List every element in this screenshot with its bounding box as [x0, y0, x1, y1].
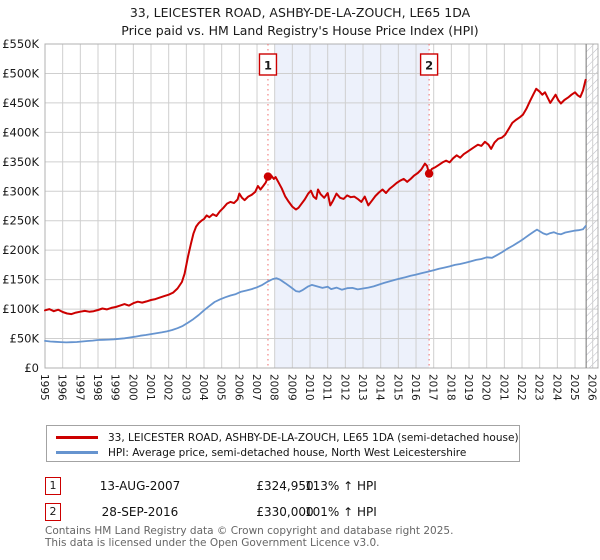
- svg-text:1: 1: [264, 59, 272, 73]
- svg-text:2015: 2015: [391, 374, 403, 401]
- svg-text:2004: 2004: [197, 374, 209, 401]
- sale-point-2: [424, 169, 434, 178]
- svg-text:£400K: £400K: [2, 125, 39, 139]
- hpi-line: [44, 225, 587, 344]
- sale-marker-box-2: [419, 53, 439, 76]
- svg-text:2010: 2010: [303, 374, 315, 401]
- page-title: 33, LEICESTER ROAD, ASHBY-DE-LA-ZOUCH, L…: [129, 5, 471, 20]
- sale-marker-box-1: [258, 53, 278, 76]
- legend-label-hpi: HPI: Average price, semi-detached house,…: [108, 446, 467, 459]
- svg-text:£150K: £150K: [2, 273, 39, 287]
- price-paid-line: [44, 78, 587, 316]
- svg-text:£50K: £50K: [10, 332, 40, 346]
- sale-price: £324,950: [256, 479, 314, 493]
- svg-text:2005: 2005: [215, 374, 227, 401]
- svg-text:2: 2: [425, 59, 433, 73]
- svg-text:2020: 2020: [480, 374, 492, 401]
- svg-text:1997: 1997: [73, 374, 85, 401]
- future-hatch-region: [586, 44, 598, 368]
- svg-text:2006: 2006: [232, 374, 244, 401]
- sale-vs-hpi: 113% ↑ HPI: [305, 479, 377, 493]
- sale-marker-1: 1: [45, 477, 61, 495]
- svg-text:2001: 2001: [144, 374, 156, 401]
- hpi-line-swatch: [56, 451, 98, 454]
- svg-text:2013: 2013: [356, 374, 368, 401]
- svg-text:£200K: £200K: [2, 243, 39, 257]
- svg-text:1999: 1999: [109, 374, 121, 401]
- svg-text:£350K: £350K: [2, 155, 39, 169]
- svg-text:1998: 1998: [91, 374, 103, 401]
- svg-text:2019: 2019: [462, 374, 474, 401]
- legend-item-hpi: HPI: Average price, semi-detached house,…: [56, 445, 519, 460]
- svg-text:2012: 2012: [338, 374, 350, 401]
- legend-item-price-paid: 33, LEICESTER ROAD, ASHBY-DE-LA-ZOUCH, L…: [56, 430, 519, 445]
- svg-text:2007: 2007: [250, 374, 262, 401]
- svg-text:2021: 2021: [497, 374, 509, 401]
- ownership-period-shading: [274, 44, 430, 368]
- price-history-plot: 1 2 £0 £50K £100K £150K £200K £250K £300K £350K £4…: [2, 37, 599, 401]
- svg-text:2024: 2024: [550, 374, 562, 401]
- svg-text:2023: 2023: [533, 374, 545, 401]
- svg-text:2026: 2026: [586, 374, 598, 401]
- svg-text:£550K: £550K: [2, 37, 39, 51]
- svg-text:£500K: £500K: [2, 66, 39, 80]
- footer-licence: This data is licensed under the Open Gov…: [45, 536, 380, 549]
- legend: 33, LEICESTER ROAD, ASHBY-DE-LA-ZOUCH, L…: [46, 425, 520, 462]
- svg-text:2014: 2014: [374, 374, 386, 401]
- sale-date: 13-AUG-2007: [99, 479, 181, 493]
- svg-text:2016: 2016: [409, 374, 421, 401]
- svg-text:1995: 1995: [38, 374, 50, 401]
- svg-text:2025: 2025: [568, 374, 580, 401]
- svg-text:2000: 2000: [126, 374, 138, 401]
- svg-text:2011: 2011: [321, 374, 333, 401]
- page-subtitle: Price paid vs. HM Land Registry's House …: [121, 23, 479, 38]
- svg-text:2018: 2018: [444, 374, 456, 401]
- svg-text:2022: 2022: [515, 374, 527, 401]
- sale-vs-hpi: 101% ↑ HPI: [305, 505, 377, 519]
- svg-text:2003: 2003: [179, 374, 191, 401]
- sale-point-1: [263, 172, 273, 181]
- footer-copyright: Contains HM Land Registry data © Crown c…: [45, 525, 454, 537]
- svg-text:1996: 1996: [56, 374, 68, 401]
- plot-frame: [44, 43, 599, 369]
- svg-text:2008: 2008: [268, 374, 280, 401]
- svg-text:2009: 2009: [285, 374, 297, 401]
- svg-text:2002: 2002: [162, 374, 174, 401]
- legend-label-price-paid: 33, LEICESTER ROAD, ASHBY-DE-LA-ZOUCH, L…: [108, 431, 519, 444]
- svg-text:£0: £0: [24, 361, 39, 375]
- svg-text:2017: 2017: [427, 374, 439, 401]
- footer: Contains HM Land Registry data © Crown c…: [45, 525, 454, 549]
- sale-row-2: 2 28-SEP-2016 £330,000 101% ↑ HPI: [45, 503, 590, 523]
- price-paid-line-swatch: [56, 436, 98, 439]
- svg-text:£250K: £250K: [2, 214, 39, 228]
- sale-row-1: 1 13-AUG-2007 £324,950 113% ↑ HPI: [45, 477, 590, 497]
- sale-marker-2: 2: [45, 503, 61, 521]
- svg-text:£300K: £300K: [2, 184, 39, 198]
- sale-price: £330,000: [256, 505, 314, 519]
- svg-text:£450K: £450K: [2, 96, 39, 110]
- svg-text:£100K: £100K: [2, 302, 39, 316]
- sale-date: 28-SEP-2016: [101, 505, 179, 519]
